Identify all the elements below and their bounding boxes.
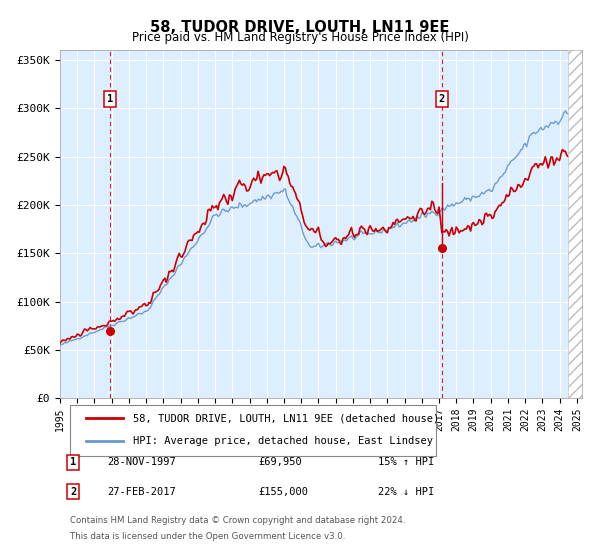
Text: 58, TUDOR DRIVE, LOUTH, LN11 9EE: 58, TUDOR DRIVE, LOUTH, LN11 9EE [151,20,449,35]
Text: 28-NOV-1997: 28-NOV-1997 [107,458,176,468]
Text: This data is licensed under the Open Government Licence v3.0.: This data is licensed under the Open Gov… [70,532,346,541]
Text: 27-FEB-2017: 27-FEB-2017 [107,487,176,497]
Text: 15% ↑ HPI: 15% ↑ HPI [379,458,434,468]
Text: 22% ↓ HPI: 22% ↓ HPI [379,487,434,497]
Text: 2: 2 [439,94,445,104]
FancyBboxPatch shape [70,405,436,456]
Text: 58, TUDOR DRIVE, LOUTH, LN11 9EE (detached house): 58, TUDOR DRIVE, LOUTH, LN11 9EE (detach… [133,413,439,423]
Text: £155,000: £155,000 [259,487,308,497]
Text: HPI: Average price, detached house, East Lindsey: HPI: Average price, detached house, East… [133,436,433,446]
Text: £69,950: £69,950 [259,458,302,468]
Text: 1: 1 [70,458,76,468]
Text: Price paid vs. HM Land Registry's House Price Index (HPI): Price paid vs. HM Land Registry's House … [131,31,469,44]
Text: 2: 2 [70,487,76,497]
Text: Contains HM Land Registry data © Crown copyright and database right 2024.: Contains HM Land Registry data © Crown c… [70,516,406,525]
Text: 1: 1 [107,94,113,104]
